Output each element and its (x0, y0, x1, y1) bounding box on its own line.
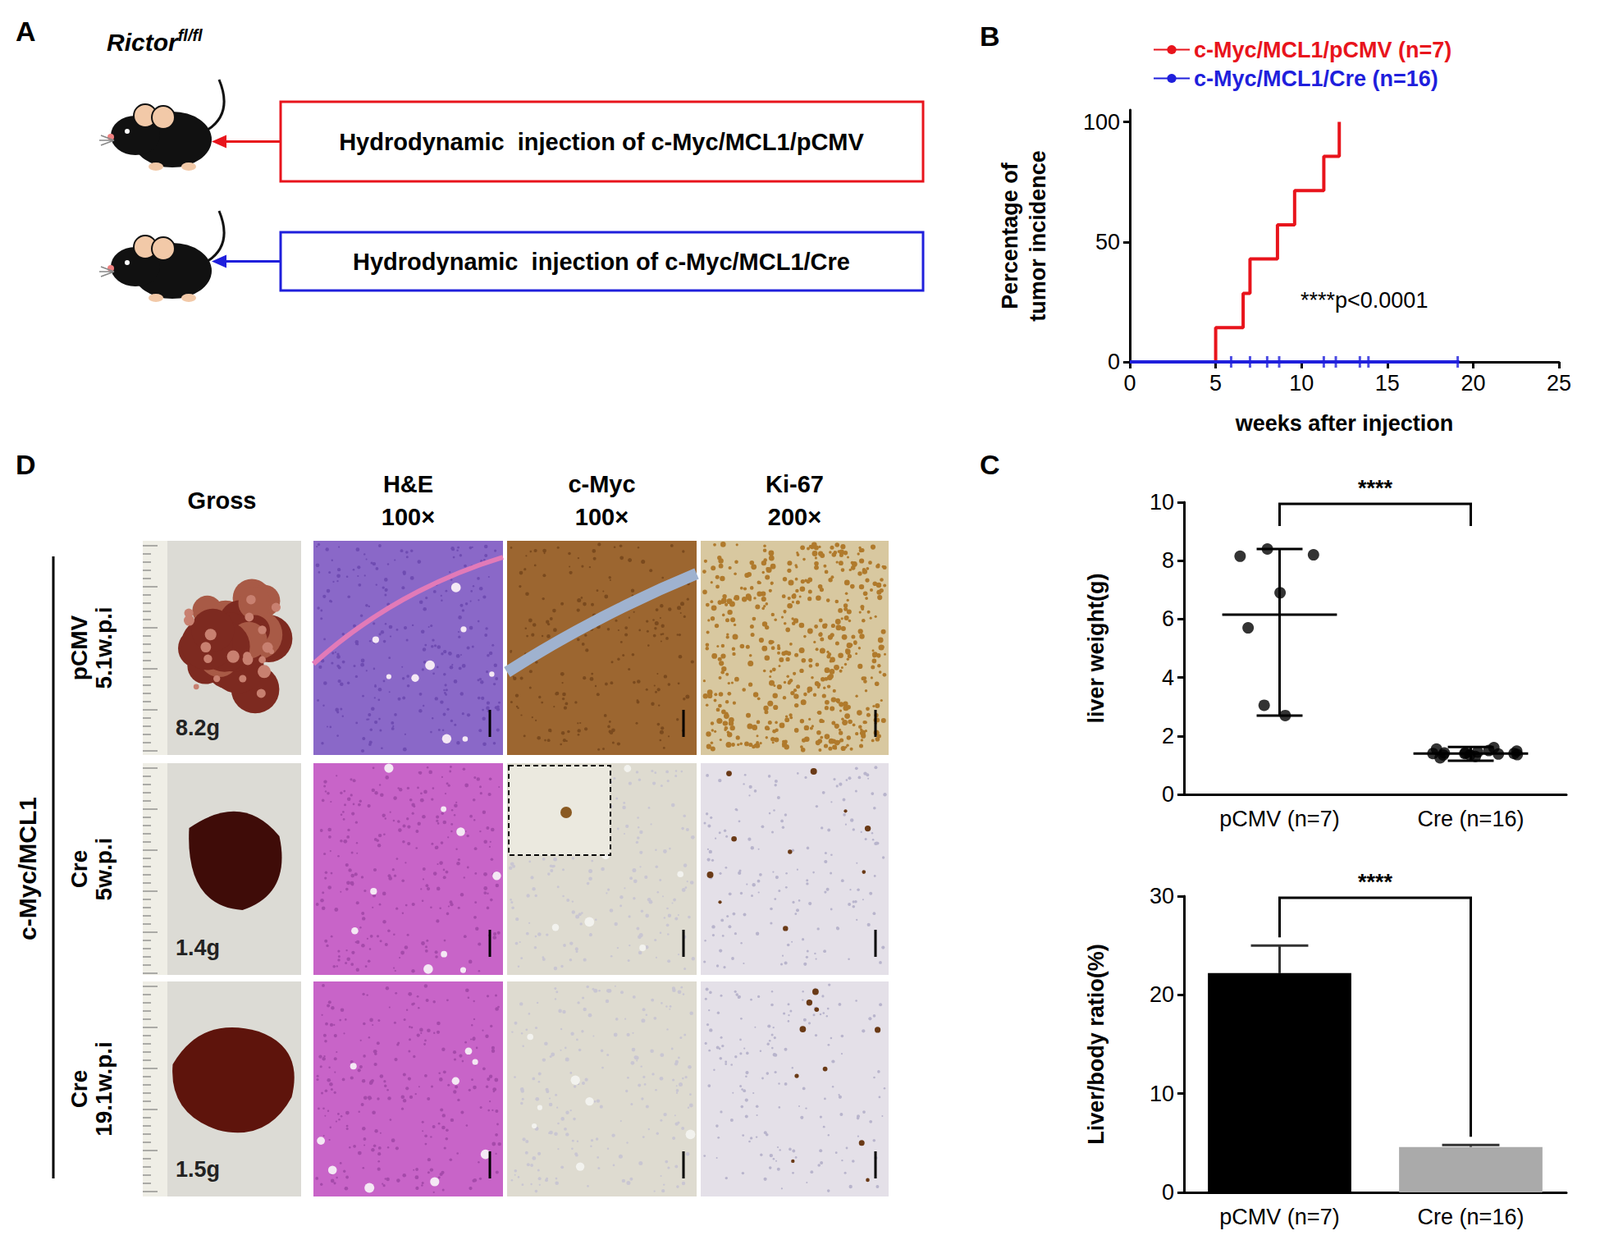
svg-text:pCMV: pCMV (66, 615, 92, 682)
svg-text:19.1w.p.i: 19.1w.p.i (91, 1041, 117, 1137)
svg-text:100: 100 (1083, 109, 1120, 135)
svg-text:H&E: H&E (383, 470, 434, 498)
svg-text:tumor incidence: tumor incidence (1025, 150, 1051, 322)
svg-text:30: 30 (1149, 883, 1175, 909)
svg-text:A: A (15, 15, 37, 47)
svg-text:2: 2 (1161, 723, 1175, 749)
svg-text:10: 10 (1289, 370, 1314, 396)
svg-text:8: 8 (1161, 548, 1175, 573)
svg-text:0: 0 (1107, 349, 1120, 375)
svg-text:Rictorfl/fl: Rictorfl/fl (106, 26, 203, 56)
svg-text:Hydrodynamic injection of c-M: Hydrodynamic injection of c-Myc/MCL1/pCM… (338, 128, 864, 156)
svg-text:****: **** (1357, 475, 1394, 501)
svg-text:Hydrodynamic injection of c-M: Hydrodynamic injection of c-Myc/MCL1/Cre (352, 248, 851, 275)
svg-text:pCMV (n=7): pCMV (n=7) (1219, 806, 1340, 832)
svg-text:5: 5 (1209, 370, 1222, 396)
svg-text:0: 0 (1123, 370, 1136, 396)
svg-text:6: 6 (1161, 606, 1175, 631)
svg-text:8.2g: 8.2g (175, 715, 220, 741)
svg-text:Liver/body ratio(%): Liver/body ratio(%) (1083, 943, 1109, 1145)
svg-text:weeks after injection: weeks after injection (1234, 411, 1454, 436)
svg-text:C: C (979, 448, 1001, 480)
svg-text:100×: 100× (575, 503, 629, 531)
svg-text:50: 50 (1095, 229, 1120, 255)
svg-text:1.4g: 1.4g (175, 935, 220, 960)
svg-text:Cre (n=16): Cre (n=16) (1417, 806, 1525, 832)
svg-text:0: 0 (1161, 1179, 1175, 1205)
svg-text:c-Myc/MCL1/Cre (n=16): c-Myc/MCL1/Cre (n=16) (1193, 66, 1439, 92)
svg-text:100×: 100× (381, 503, 435, 531)
svg-text:5w.p.i: 5w.p.i (91, 837, 117, 901)
svg-text:c-Myc: c-Myc (567, 470, 636, 498)
svg-text:****: **** (1357, 869, 1394, 895)
svg-text:B: B (979, 20, 1001, 52)
svg-text:Ki-67: Ki-67 (765, 470, 824, 498)
svg-text:1.5g: 1.5g (175, 1156, 220, 1182)
svg-text:5.1w.p.i: 5.1w.p.i (91, 606, 117, 689)
svg-text:liver weight(g): liver weight(g) (1083, 572, 1109, 723)
svg-text:Cre (n=16): Cre (n=16) (1417, 1204, 1525, 1230)
svg-text:200×: 200× (768, 503, 822, 531)
svg-text:c-Myc/MCL1/pCMV (n=7): c-Myc/MCL1/pCMV (n=7) (1193, 37, 1452, 63)
svg-text:D: D (15, 448, 37, 480)
svg-text:pCMV (n=7): pCMV (n=7) (1219, 1204, 1340, 1230)
svg-text:Gross: Gross (187, 487, 257, 514)
svg-text:4: 4 (1161, 665, 1175, 691)
svg-text:20: 20 (1460, 370, 1486, 396)
svg-text:10: 10 (1149, 1081, 1175, 1107)
svg-text:25: 25 (1546, 370, 1572, 396)
svg-text:****p<0.0001: ****p<0.0001 (1300, 288, 1428, 313)
svg-text:c-Myc/MCL1: c-Myc/MCL1 (13, 796, 42, 941)
svg-text:20: 20 (1149, 982, 1175, 1007)
svg-text:Cre: Cre (66, 1069, 92, 1109)
svg-text:Cre: Cre (66, 850, 92, 889)
svg-text:Percentage of: Percentage of (997, 161, 1023, 310)
svg-text:15: 15 (1375, 370, 1400, 396)
svg-text:0: 0 (1161, 781, 1175, 807)
svg-text:10: 10 (1149, 489, 1175, 515)
